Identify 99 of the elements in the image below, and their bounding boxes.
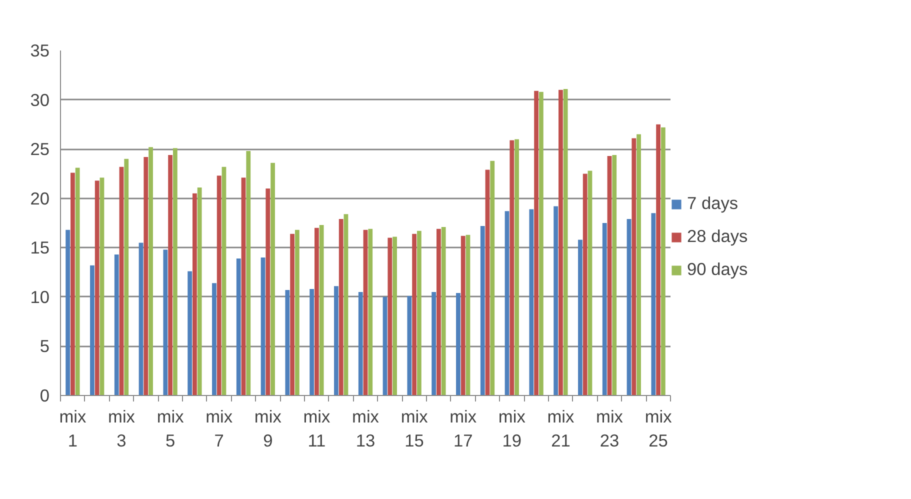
x-tick-label: mix 17 <box>450 406 477 450</box>
x-tick-label: mix 11 <box>303 406 331 450</box>
bar <box>480 226 485 396</box>
bar <box>90 265 94 396</box>
bar <box>602 223 607 396</box>
bar <box>188 271 192 396</box>
bar <box>310 289 314 396</box>
bar <box>144 156 148 396</box>
bar <box>368 228 373 396</box>
x-tick-label: mix 19 <box>498 406 526 450</box>
bar <box>636 134 641 396</box>
bar <box>75 168 80 396</box>
bar <box>436 228 441 396</box>
x-tick-label: mix 5 <box>156 406 184 450</box>
bar <box>456 292 460 396</box>
bar <box>563 88 568 396</box>
bar <box>388 238 392 396</box>
x-tick-label: mix 1 <box>59 406 87 450</box>
bar <box>382 296 388 396</box>
bar <box>148 147 153 396</box>
bar <box>460 236 466 396</box>
x-tick-label: mix 23 <box>596 406 624 450</box>
bar <box>212 283 216 396</box>
x-tick-label: mix 25 <box>644 406 672 450</box>
bar <box>314 228 319 396</box>
x-tick-label: mix 3 <box>108 406 136 450</box>
bar <box>222 166 226 396</box>
bar <box>192 193 197 396</box>
x-tick-label: mix 21 <box>547 406 575 450</box>
bar <box>168 154 172 396</box>
bar <box>241 178 246 396</box>
bar <box>197 188 202 396</box>
bar <box>504 211 510 396</box>
bar <box>578 240 582 396</box>
bar <box>100 178 104 396</box>
legend-label: 28 days <box>687 226 748 247</box>
y-tick-label: 5 <box>40 336 50 356</box>
bar <box>514 139 519 396</box>
bar <box>94 180 100 396</box>
x-tick-label: mix 15 <box>400 406 428 450</box>
bar <box>114 254 119 396</box>
bar <box>558 90 563 396</box>
bar <box>358 292 363 396</box>
bar <box>124 158 129 396</box>
legend-label: 90 days <box>687 259 748 280</box>
y-tick-label: 30 <box>30 90 50 110</box>
bar <box>246 151 251 396</box>
bar <box>632 138 636 396</box>
bar <box>416 230 422 396</box>
bar <box>626 219 632 396</box>
bar <box>66 230 70 396</box>
bar <box>612 154 617 396</box>
bar <box>441 226 446 396</box>
y-tick-label: 0 <box>40 386 50 406</box>
bar <box>290 234 294 396</box>
bar <box>70 172 75 396</box>
bar <box>266 188 270 396</box>
y-tick-label: 35 <box>30 40 50 60</box>
bar <box>163 250 168 396</box>
bar <box>216 176 222 396</box>
x-tick-label: mix 9 <box>254 406 282 450</box>
bar <box>392 236 397 396</box>
y-tick-label: 20 <box>30 188 50 208</box>
bar <box>294 230 300 396</box>
bar <box>466 234 470 396</box>
bar <box>260 258 266 396</box>
bar <box>651 213 656 396</box>
legend-label: 7 days <box>687 193 738 214</box>
bar <box>285 290 290 396</box>
bar <box>412 234 416 396</box>
bar <box>363 230 368 396</box>
x-tick-label: mix 13 <box>352 406 380 450</box>
y-tick-label: 15 <box>30 238 50 258</box>
x-tick-label: mix 7 <box>206 406 233 450</box>
bar <box>554 206 558 396</box>
bar <box>534 90 538 396</box>
bar <box>432 292 436 396</box>
bar <box>172 148 178 396</box>
bar <box>334 286 338 396</box>
bar <box>407 296 412 396</box>
bar <box>490 160 495 396</box>
y-tick-label: 10 <box>30 286 50 307</box>
bar <box>660 127 666 396</box>
bar <box>138 242 144 396</box>
bar <box>588 170 592 396</box>
bar <box>319 224 324 396</box>
bar <box>510 140 514 396</box>
bar <box>344 214 348 396</box>
bar <box>119 166 124 396</box>
bar <box>529 209 534 396</box>
bar <box>582 174 588 396</box>
bar <box>656 124 660 396</box>
y-tick-label: 25 <box>30 139 50 160</box>
bar <box>538 92 544 396</box>
bar <box>607 156 612 396</box>
bar <box>485 170 490 396</box>
bar <box>236 258 241 396</box>
bar <box>270 162 275 396</box>
bar <box>338 219 344 396</box>
